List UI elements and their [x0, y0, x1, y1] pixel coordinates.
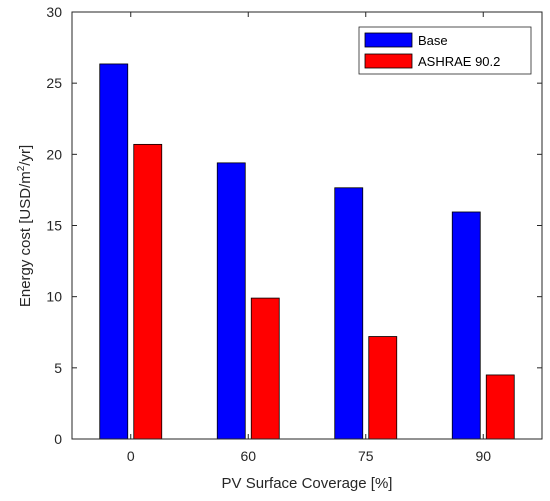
x-tick-label: 75	[358, 448, 374, 464]
x-tick-label: 60	[240, 448, 256, 464]
x-tick-label: 0	[127, 448, 135, 464]
x-axis-ticks: 0 60 75 90	[127, 12, 491, 464]
y-axis-ticks: 0 5 10 15 20 25 30	[46, 4, 542, 447]
legend-swatch-base	[364, 32, 413, 48]
y-axis-title: Energy cost [USD/m2/yr]	[16, 145, 34, 307]
y-tick-label: 15	[46, 218, 62, 234]
y-axis-title-superscript: 2	[16, 165, 27, 171]
plot-frame	[71, 11, 543, 440]
legend-swatch-ashrae	[364, 53, 413, 69]
y-axis-title-main: Energy cost [USD/m	[17, 171, 34, 307]
bars-group	[99, 63, 515, 440]
y-tick-label: 25	[46, 75, 62, 91]
legend: Base ASHRAE 90.2	[358, 26, 532, 75]
bar-base-75	[334, 187, 364, 440]
bar-ashrae-90-2-0	[133, 143, 163, 440]
y-tick-label: 10	[46, 289, 62, 305]
x-tick-label: 90	[475, 448, 491, 464]
y-tick-label: 5	[54, 360, 62, 376]
y-tick-label: 20	[46, 146, 62, 162]
bar-ashrae-90-2-60	[250, 297, 280, 440]
x-axis-title: PV Surface Coverage [%]	[222, 475, 393, 492]
y-tick-label: 0	[54, 431, 62, 447]
legend-label-base: Base	[418, 33, 448, 48]
bar-base-0	[99, 63, 129, 440]
y-axis-title-end: /yr]	[17, 145, 34, 166]
y-tick-label: 30	[46, 4, 62, 20]
bar-ashrae-90-2-75	[368, 336, 398, 440]
legend-label-ashrae: ASHRAE 90.2	[418, 54, 500, 69]
bar-ashrae-90-2-90	[485, 374, 515, 440]
bar-base-60	[216, 162, 246, 440]
bar-base-90	[451, 211, 481, 440]
